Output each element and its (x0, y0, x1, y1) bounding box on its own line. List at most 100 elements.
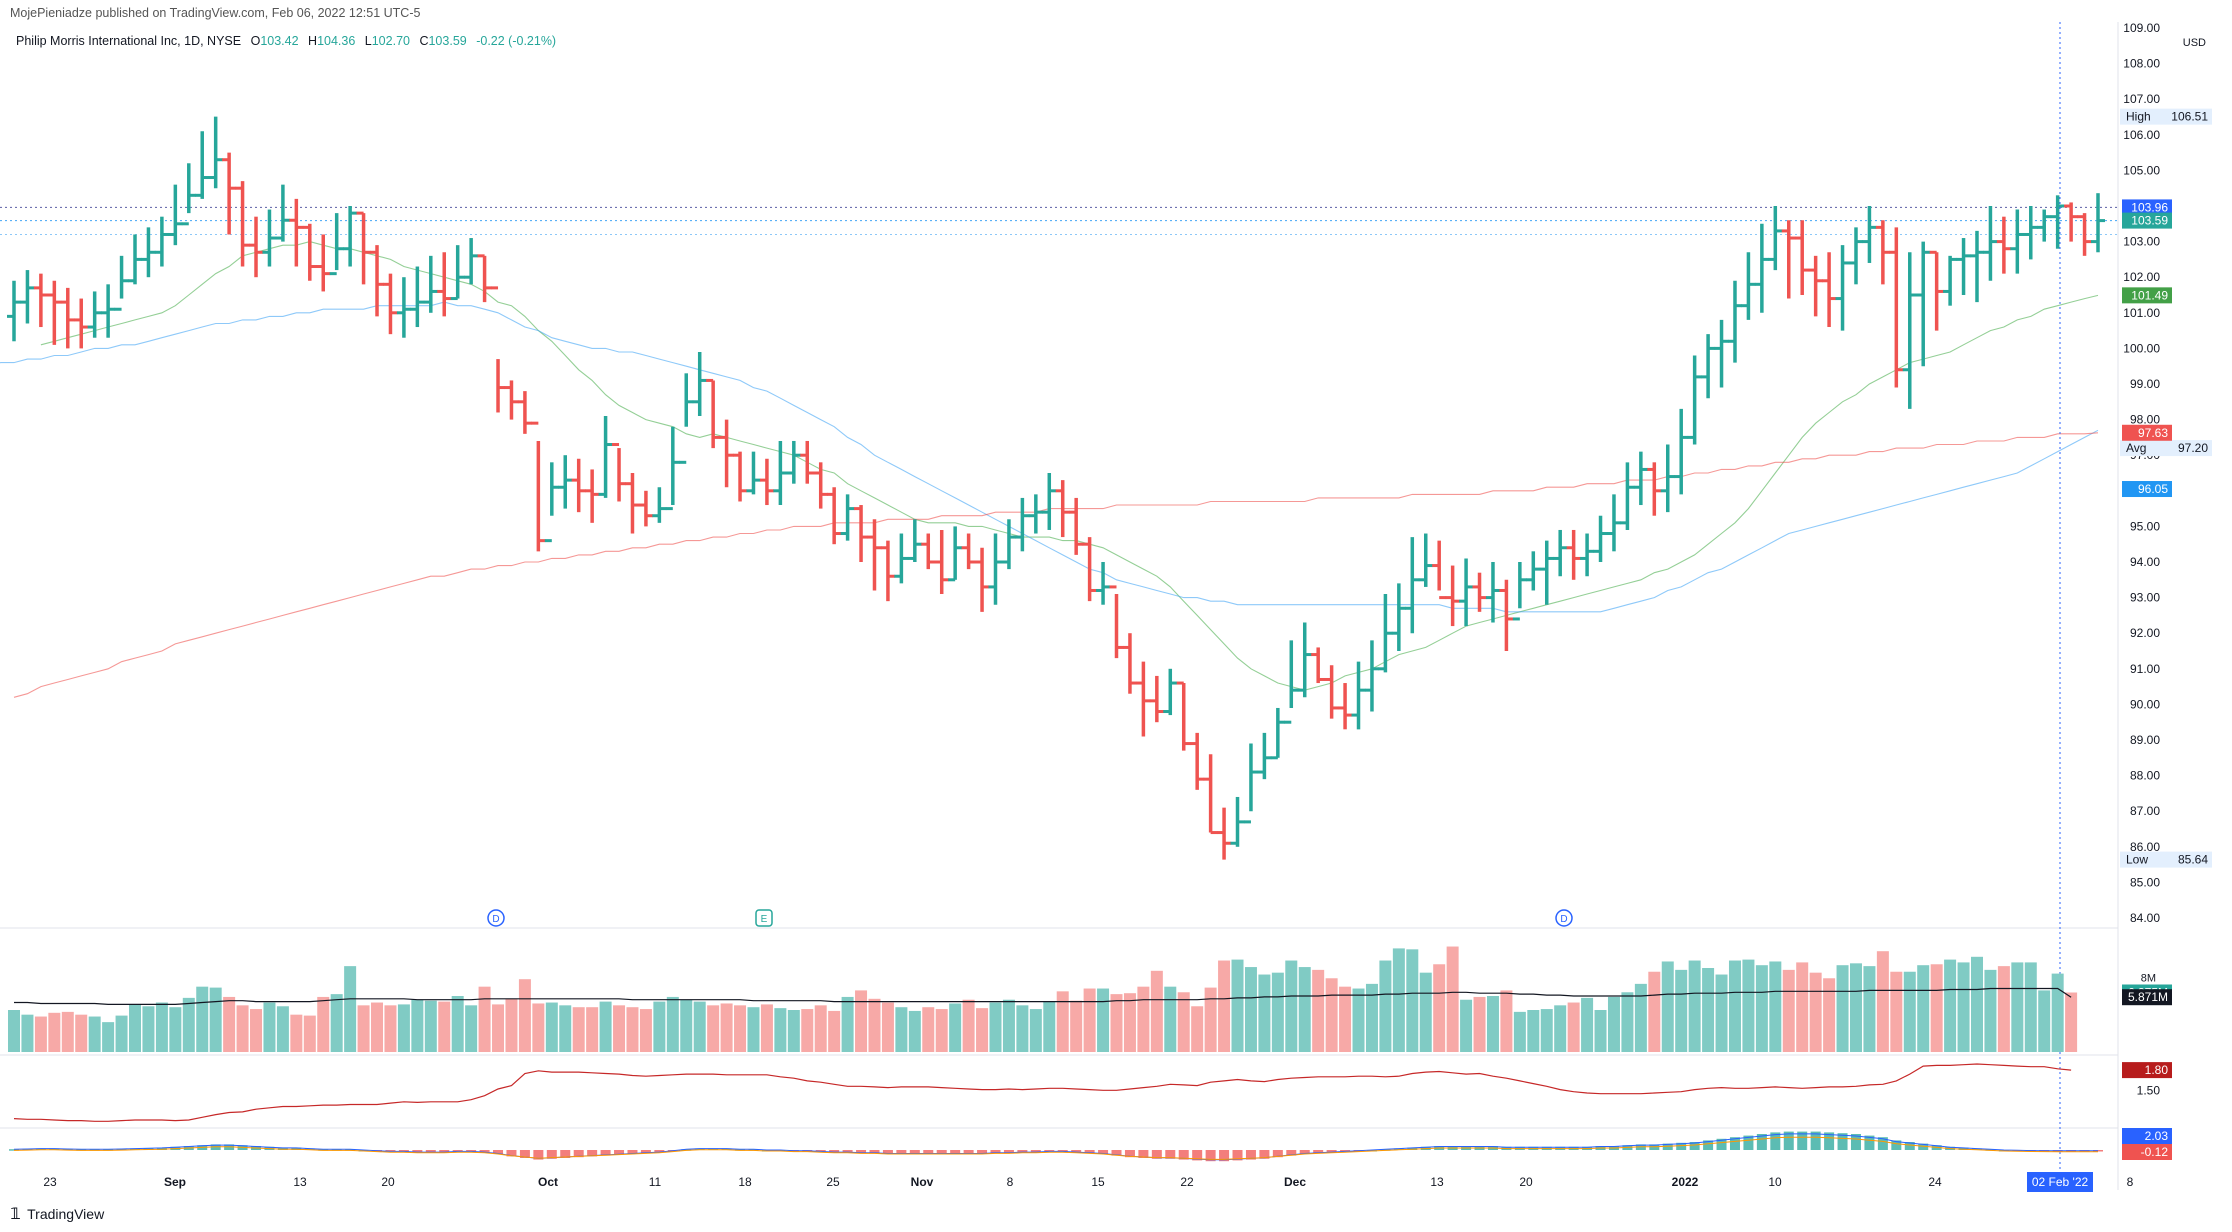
volume-bar (586, 1007, 599, 1052)
oscillator-bar (1850, 1134, 1861, 1150)
oscillator-bar (560, 1150, 571, 1158)
volume-bar (263, 1002, 276, 1052)
oscillator-bar (130, 1148, 141, 1150)
volume-bar (2038, 990, 2051, 1052)
y-tick-label: 90.00 (2130, 697, 2160, 711)
volume-average-tag: 5.871M (2128, 990, 2168, 1004)
volume-bar (1258, 974, 1271, 1052)
volume-bar (505, 998, 518, 1052)
ma20-tag: 101.49 (2131, 288, 2168, 302)
volume-bar (357, 1005, 370, 1052)
volume-bar (1029, 1009, 1042, 1052)
volume-bar (1083, 988, 1096, 1052)
volume-bar (532, 1003, 545, 1052)
volume-bar (1339, 986, 1352, 1052)
oscillator-bar (1286, 1150, 1297, 1156)
volume-bar (814, 1005, 827, 1052)
volume-bar (653, 1001, 666, 1052)
volume-bar (1688, 960, 1701, 1052)
indicator-tag: 1.80 (2145, 1063, 2169, 1077)
volume-bar (666, 996, 679, 1052)
volume-bar (1581, 997, 1594, 1052)
oscillator-bar (614, 1150, 625, 1155)
volume-bar (1702, 968, 1715, 1052)
earnings-event-icon (755, 909, 773, 927)
y-tick-label: 106.00 (2123, 128, 2160, 142)
tradingview-logo: 𝟙 TradingView (10, 1204, 104, 1224)
volume-bar (196, 986, 209, 1052)
oscillator-bar (600, 1150, 611, 1156)
y-tick-label: 93.00 (2130, 591, 2160, 605)
oscillator-bar (1151, 1150, 1162, 1159)
open-label: O (250, 34, 261, 48)
currency-label: USD (2183, 37, 2206, 49)
volume-bar (1325, 978, 1338, 1052)
volume-bar (303, 1015, 316, 1052)
oscillator-bar (546, 1150, 557, 1159)
oscillator-lower-tag: -0.12 (2141, 1145, 2169, 1159)
oscillator-bar (1756, 1134, 1767, 1150)
volume-bar (236, 1005, 249, 1052)
volume-bar (1285, 960, 1298, 1052)
ma50-tag: 96.05 (2138, 482, 2168, 496)
high-marker-bg (2120, 108, 2212, 125)
volume-bar (1567, 1002, 1580, 1052)
oscillator-bar (412, 1150, 423, 1153)
oscillator-bar (1178, 1150, 1189, 1160)
volume-bar (1634, 983, 1647, 1052)
volume-bar (1944, 959, 1957, 1052)
oscillator-bar (1877, 1137, 1888, 1150)
oscillator-bar (506, 1150, 517, 1157)
volume-bar (371, 1002, 384, 1052)
oscillator-bar (1743, 1135, 1754, 1150)
volume-bar (1486, 996, 1499, 1052)
oscillator-bar (882, 1150, 893, 1154)
close-label: C (419, 34, 429, 48)
volume-bar (424, 1000, 437, 1052)
volume-bar (989, 1002, 1002, 1052)
volume-tick-label: 8M (2141, 972, 2156, 984)
volume-bar (182, 997, 195, 1052)
oscillator-bar (385, 1150, 396, 1152)
oscillator-bar (950, 1150, 961, 1154)
oscillator-bar (49, 1148, 60, 1150)
volume-bar (1352, 988, 1365, 1052)
volume-bar (1218, 960, 1231, 1052)
oscillator-bar (22, 1148, 33, 1151)
x-tick-label: 8 (2127, 1175, 2134, 1189)
volume-bar (1513, 1011, 1526, 1052)
close-value: 103.59 (428, 34, 467, 48)
low-value: 102.70 (371, 34, 410, 48)
volume-bar (680, 999, 693, 1052)
volume-bar (1607, 996, 1620, 1052)
volume-bar (384, 1005, 397, 1052)
volume-bar (1876, 951, 1889, 1052)
high-label: H (308, 34, 318, 48)
volume-bar (1204, 987, 1217, 1052)
volume-bar (169, 1007, 182, 1052)
oscillator-bar (694, 1148, 705, 1150)
open-value: 103.42 (260, 34, 299, 48)
volume-bar (411, 999, 424, 1052)
oscillator-bar (1165, 1150, 1176, 1159)
volume-bar (1796, 962, 1809, 1052)
oscillator-bar (1030, 1150, 1041, 1153)
x-tick-label: 10 (1768, 1175, 1782, 1189)
x-tick-label: 18 (738, 1175, 752, 1189)
oscillator-bar (1837, 1133, 1848, 1150)
high-value: 104.36 (317, 34, 356, 48)
volume-bar (1890, 971, 1903, 1052)
volume-bar (209, 987, 222, 1052)
volume-bar (250, 1009, 263, 1052)
volume-bar (1191, 1006, 1204, 1052)
volume-average-line (14, 987, 2072, 1006)
volume-bar (613, 1005, 626, 1052)
oscillator-bar (1138, 1150, 1149, 1158)
oscillator-bar (533, 1150, 544, 1160)
oscillator-bar (923, 1150, 934, 1154)
oscillator-bar (1205, 1150, 1216, 1162)
oscillator-bar (587, 1150, 598, 1157)
volume-bar (223, 996, 236, 1052)
volume-bar (2051, 973, 2064, 1052)
